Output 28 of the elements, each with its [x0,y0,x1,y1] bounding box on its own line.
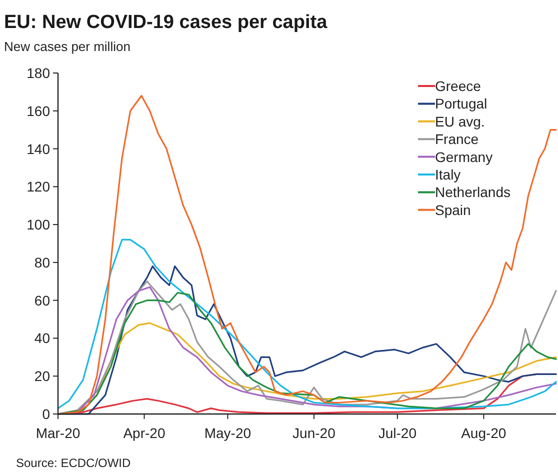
line-series [58,238,557,410]
x-tick-label: Jun-20 [292,425,336,441]
y-tick-label: 140 [26,140,50,157]
x-tick-label: Apr-20 [123,425,166,441]
legend-label: Italy [435,166,461,182]
legend-label: Netherlands [435,184,510,200]
legend-label: Spain [435,202,471,218]
x-tick-label: May-20 [204,425,252,441]
chart-title: EU: New COVID-19 cases per capita [4,12,328,33]
legend-label: France [435,131,479,148]
x-tick-label: Jul-20 [378,425,417,441]
x-tick-label: Aug-20 [461,425,506,441]
legend-label: Germany [435,148,493,165]
y-tick-label: 40 [34,330,50,346]
y-tick-label: 100 [26,216,50,233]
legend-label: Greece [435,78,482,94]
y-tick-label: 160 [26,102,50,119]
y-tick-label: 180 [26,65,50,81]
y-tick-label: 0 [42,406,50,422]
x-tick-label: Mar-20 [36,425,80,441]
y-tick-label: 120 [26,178,50,195]
source-note: Source: ECDC/OWID [16,456,132,470]
y-axis-title: New cases per million [4,39,130,54]
y-tick-label: 60 [34,292,50,308]
legend-label: Portugal [435,96,488,112]
y-tick-label: 20 [34,368,50,384]
y-tick-label: 80 [34,254,50,270]
legend-label: EU avg. [435,113,485,130]
